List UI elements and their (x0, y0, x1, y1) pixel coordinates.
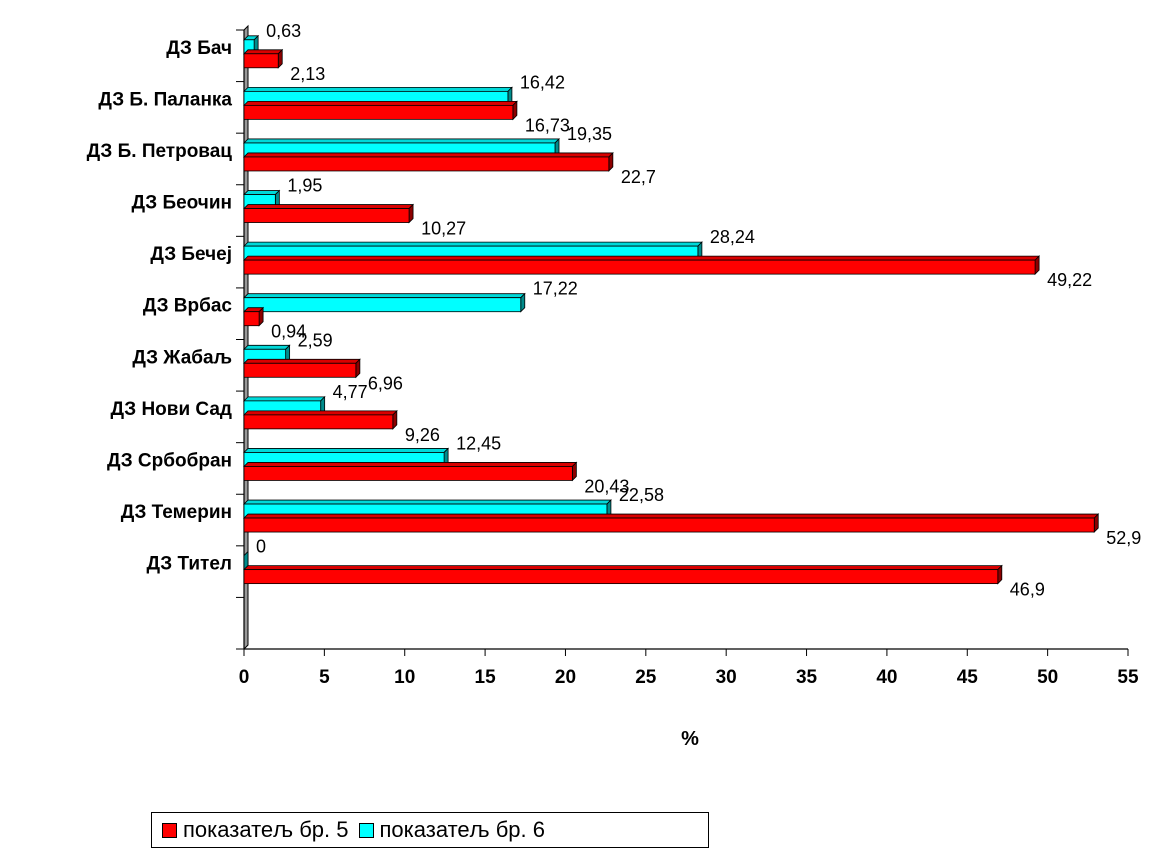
data-label: 2,59 (298, 330, 333, 350)
x-axis-title: % (681, 728, 699, 750)
bar-series-5 (243, 466, 573, 481)
data-label: 1,95 (287, 176, 322, 196)
category-label: ДЗ Нови Сад (111, 399, 233, 420)
legend-swatch-red (162, 822, 177, 838)
bar-series-6 (243, 297, 522, 313)
x-tick-label: 25 (635, 667, 657, 688)
data-label: 12,45 (456, 433, 501, 453)
bar-top-face (243, 86, 513, 92)
legend-label: показатељ бр. 6 (379, 817, 546, 842)
bar-top-face (243, 138, 560, 144)
legend: показатељ бр. 5 показатељ бр. 6 (151, 812, 709, 848)
data-label: 16,73 (525, 115, 570, 135)
category-label: ДЗ Србобран (107, 450, 232, 471)
bar-top-face (243, 152, 614, 158)
category-label: ДЗ Бечеј (150, 244, 232, 265)
data-label: 28,24 (710, 227, 755, 247)
x-tick-label: 45 (957, 667, 979, 688)
bar-top-face (243, 565, 1003, 571)
bar-top-face (243, 410, 398, 416)
bar-top-face (243, 396, 326, 402)
data-label: 0,63 (266, 21, 301, 41)
bar-series-5 (243, 259, 1036, 275)
legend-item-series-6: показатељ бр. 6 (358, 817, 546, 843)
legend-swatch-cyan (358, 822, 374, 838)
x-tick-label: 20 (555, 667, 576, 688)
data-label: 17,22 (533, 279, 578, 299)
bar-top-face (243, 499, 612, 505)
data-label: 16,42 (520, 72, 565, 92)
data-label: 0 (256, 537, 266, 557)
data-label: 4,77 (333, 382, 368, 402)
bar-series-5 (243, 104, 514, 120)
data-label: 22,7 (621, 167, 656, 187)
bar-series-5 (243, 569, 999, 585)
bar-top-face (243, 293, 526, 299)
data-label: 20,43 (584, 476, 629, 496)
category-label: ДЗ Тител (147, 554, 232, 575)
category-label: ДЗ Жабаљ (132, 347, 232, 368)
bar-series-5 (243, 53, 279, 69)
data-label: 19,35 (567, 124, 612, 144)
category-label: ДЗ Б. Петровац (87, 141, 233, 162)
x-tick-label: 5 (319, 667, 330, 688)
bar-series-5 (243, 414, 394, 430)
bar-top-face (243, 358, 361, 364)
category-label: ДЗ Бач (166, 38, 232, 59)
x-tick-label: 35 (796, 667, 818, 688)
bar-top-face (243, 49, 284, 55)
bar-chart: 0 5 10 15 20 25 30 35 40 45 50 55 ДЗ Бач 0,63 2,13 ДЗ Б… (87, 21, 1142, 750)
bar-top-face (243, 100, 518, 106)
bar-series-5 (243, 208, 410, 223)
category-label: ДЗ Беочин (132, 193, 233, 214)
x-tick-label: 0 (239, 667, 250, 688)
data-label: 10,27 (421, 219, 466, 239)
bar-series-5 (243, 156, 610, 172)
category-label: ДЗ Б. Паланка (98, 89, 232, 110)
x-tick-label: 50 (1037, 667, 1058, 688)
legend-label: показатељ бр. 5 (183, 817, 349, 842)
bar-top-face (243, 513, 1100, 519)
category-label: ДЗ Врбас (143, 296, 233, 317)
x-tick-label: 15 (475, 667, 497, 688)
data-label: 52,9 (1106, 528, 1141, 548)
bar-series-5 (243, 517, 1095, 533)
bar-top-face (243, 344, 291, 350)
x-tick-label: 10 (394, 667, 415, 688)
x-tick-label: 40 (876, 667, 897, 688)
bar-top-face (243, 204, 415, 209)
bar-top-face (243, 190, 281, 195)
category-label: ДЗ Темерин (121, 502, 232, 523)
data-label: 49,22 (1047, 270, 1092, 290)
data-label: 9,26 (405, 425, 440, 445)
bar-top-face (243, 241, 703, 247)
data-label: 6,96 (368, 373, 403, 393)
x-tick-label: 30 (716, 667, 737, 688)
x-tick-label: 55 (1117, 667, 1139, 688)
legend-item-series-5: показатељ бр. 5 (162, 817, 349, 843)
bar-top-face (243, 448, 450, 453)
bar-top-face (243, 462, 578, 467)
data-label: 0,94 (271, 322, 306, 342)
data-label: 46,9 (1010, 580, 1045, 600)
data-label: 2,13 (290, 64, 325, 84)
bar-series-5 (243, 311, 260, 327)
bar-top-face (243, 255, 1041, 261)
bar-series-5 (243, 362, 357, 378)
data-label: 22,58 (619, 485, 664, 505)
